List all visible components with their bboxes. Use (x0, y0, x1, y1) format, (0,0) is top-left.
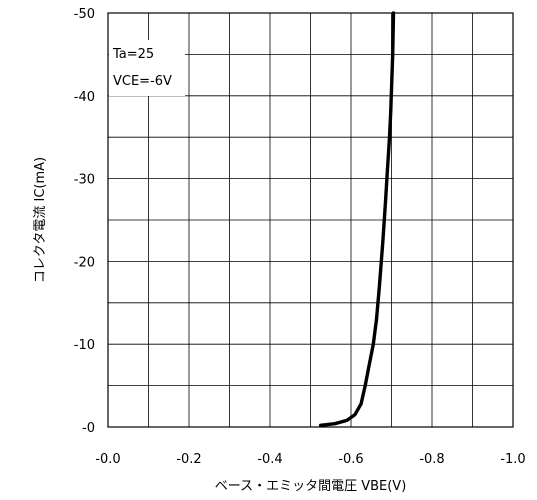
annotation-box (109, 40, 185, 96)
x-tick-label: -0.8 (419, 452, 444, 467)
y-tick-label: -20 (74, 255, 95, 270)
y-tick-label: -40 (74, 90, 95, 105)
series-line (318, 11, 396, 427)
x-tick-label: -0.6 (338, 452, 363, 467)
y-tick-label: -50 (74, 7, 95, 22)
plot-frame (107, 12, 514, 428)
y-tick-label: -30 (74, 173, 95, 188)
annotation-vce: VCE=-6V (113, 74, 172, 89)
x-tick-labels: -0.0 -0.2 -0.4 -0.6 -0.8 -1.0 (95, 452, 525, 467)
x-tick-label: -0.2 (176, 452, 201, 467)
y-axis-label: コレクタ電流 IC(mA) (33, 157, 48, 283)
x-tick-label: -1.0 (500, 452, 525, 467)
grid-lines (108, 13, 513, 427)
y-tick-label: -10 (74, 338, 95, 353)
x-axis-label: ベース・エミッタ間電圧 VBE(V) (215, 479, 407, 494)
y-tick-label: -0 (82, 421, 95, 436)
x-tick-label: -0.0 (95, 452, 120, 467)
x-tick-label: -0.4 (257, 452, 282, 467)
y-tick-labels: -0 -10 -20 -30 -40 -50 (74, 7, 95, 436)
data-series (318, 11, 396, 427)
annotation-ta: Ta=25 (112, 47, 154, 62)
